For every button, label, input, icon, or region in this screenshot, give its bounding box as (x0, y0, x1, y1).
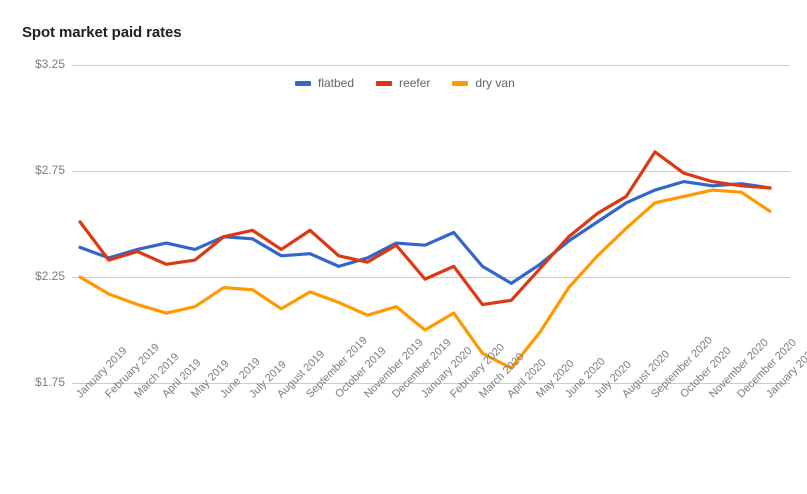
series-line-reefer[interactable] (78, 150, 772, 307)
y-axis-tick-label: $3.25 (34, 57, 65, 71)
legend-label-dry-van: dry van (475, 76, 515, 90)
legend-item-reefer[interactable]: reefer (376, 77, 430, 89)
y-axis-tick-label: $1.75 (34, 375, 65, 389)
y-axis-tick-label: $2.25 (34, 269, 65, 283)
gridlines (72, 65, 790, 384)
legend-label-flatbed: flatbed (318, 76, 355, 90)
legend-swatch-icon-flatbed (295, 80, 311, 86)
series-line-dry-van[interactable] (78, 188, 772, 370)
chart-legend: flatbed reefer dry van (295, 77, 515, 89)
legend-swatch-icon-reefer (376, 80, 393, 86)
series-line-flatbed[interactable] (78, 180, 772, 285)
legend-item-dry-van[interactable]: dry van (452, 76, 515, 90)
y-axis-tick-label: $2.75 (34, 163, 65, 177)
legend-label-reefer: reefer (399, 76, 431, 90)
legend-swatch-icon-dry-van (452, 80, 469, 86)
legend-item-flatbed[interactable]: flatbed (295, 77, 354, 89)
series-lines (78, 150, 772, 370)
chart-title: Spot market paid rates (22, 24, 182, 41)
